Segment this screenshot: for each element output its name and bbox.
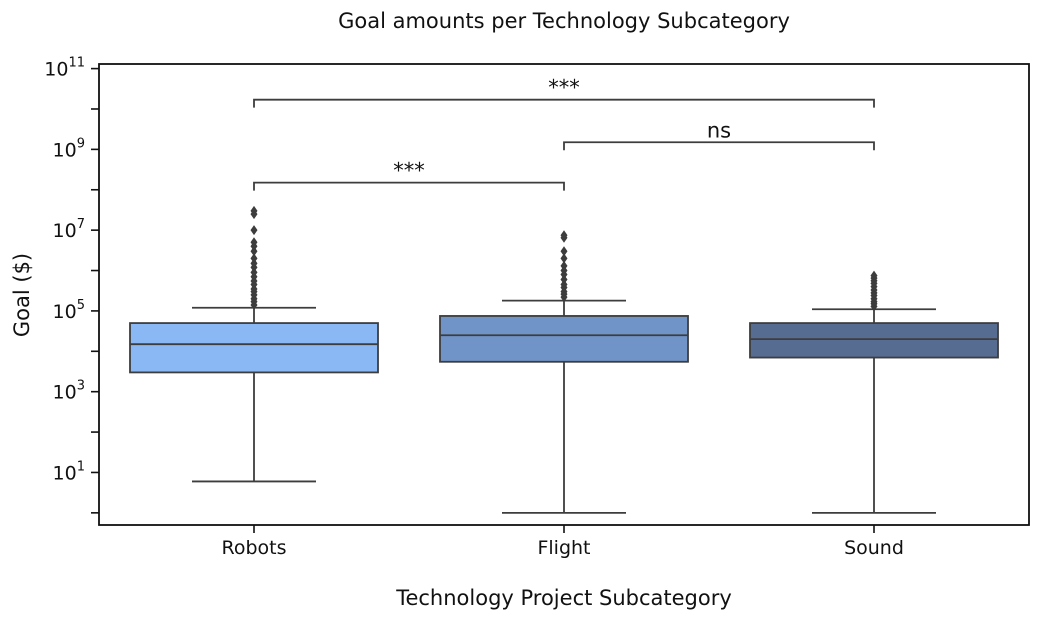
plot-area: *** ns *** bbox=[129, 76, 999, 514]
y-tick-exponent: 9 bbox=[77, 136, 85, 151]
x-tick-label: Flight bbox=[537, 537, 590, 559]
y-tick-label: 101 bbox=[53, 459, 85, 484]
significance-bracket bbox=[253, 98, 875, 108]
y-tick-exponent: 7 bbox=[77, 217, 85, 232]
box-robots bbox=[129, 322, 379, 374]
y-tick-exponent: 5 bbox=[77, 298, 85, 313]
y-tick-base: 10 bbox=[44, 59, 68, 81]
outlier-point bbox=[250, 205, 258, 216]
y-tick-exponent: 11 bbox=[68, 56, 85, 71]
y-tick-label: 103 bbox=[53, 379, 85, 404]
box-flight bbox=[439, 315, 689, 363]
significance-label: *** bbox=[548, 76, 580, 100]
chart-title: Goal amounts per Technology Subcategory bbox=[338, 9, 790, 33]
x-tick-label: Robots bbox=[221, 537, 286, 559]
y-tick-label: 109 bbox=[53, 136, 85, 161]
y-tick-label: 107 bbox=[53, 217, 85, 242]
outlier-point bbox=[250, 258, 258, 269]
outlier-point bbox=[560, 260, 568, 271]
outlier-point bbox=[250, 246, 258, 257]
outlier-point bbox=[250, 225, 258, 236]
y-tick-label: 105 bbox=[53, 298, 85, 323]
x-axis: Robots Flight Sound bbox=[221, 525, 904, 559]
outlier-point bbox=[560, 230, 568, 241]
outlier-point bbox=[250, 267, 258, 278]
x-tick-label: Sound bbox=[844, 537, 904, 559]
x-axis-label: Technology Project Subcategory bbox=[395, 586, 732, 610]
y-axis-label: Goal ($) bbox=[10, 253, 34, 337]
y-tick-base: 10 bbox=[53, 139, 77, 161]
outlier-point bbox=[250, 253, 258, 264]
y-tick-exponent: 3 bbox=[77, 379, 85, 394]
y-tick-base: 10 bbox=[53, 382, 77, 404]
y-tick-exponent: 1 bbox=[77, 459, 85, 474]
y-tick-label: 1011 bbox=[44, 56, 85, 81]
significance-label: *** bbox=[393, 159, 425, 183]
outlier-point bbox=[560, 274, 568, 285]
significance-bracket bbox=[253, 181, 565, 191]
significance-bracket bbox=[563, 141, 875, 151]
y-tick-base: 10 bbox=[53, 462, 77, 484]
significance-label: ns bbox=[707, 118, 731, 142]
outlier-point bbox=[870, 270, 878, 281]
box-sound bbox=[749, 322, 999, 359]
y-tick-base: 10 bbox=[53, 301, 77, 323]
outlier-point bbox=[560, 246, 568, 257]
outlier-point bbox=[560, 279, 568, 290]
y-tick-base: 10 bbox=[53, 220, 77, 242]
outlier-point bbox=[250, 237, 258, 248]
outlier-point bbox=[560, 253, 568, 264]
